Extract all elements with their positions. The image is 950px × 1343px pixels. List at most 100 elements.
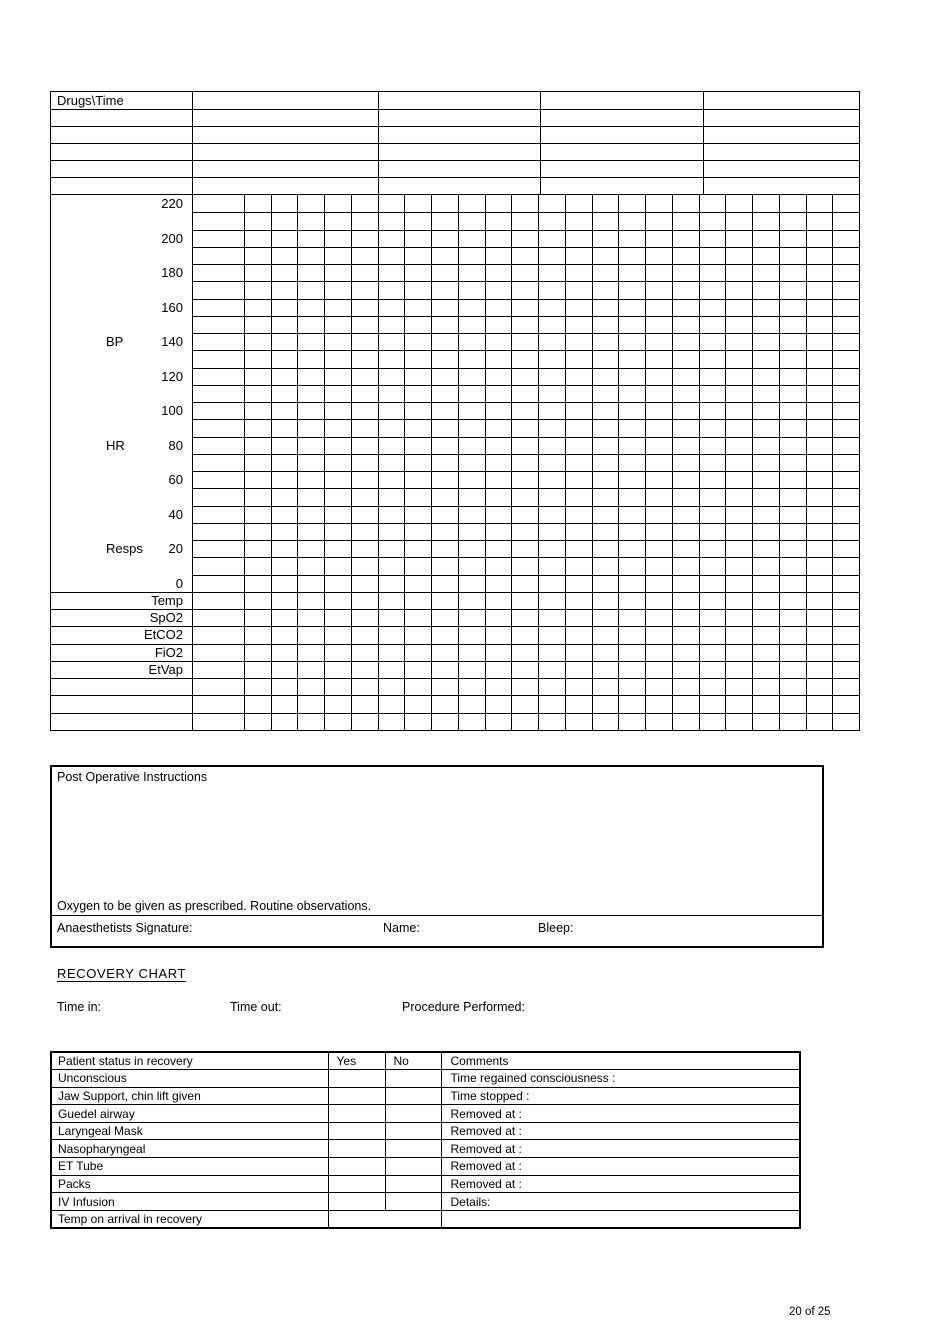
chart-grid-cell — [484, 591, 512, 610]
chart-grid-cell — [404, 695, 432, 713]
chart-grid-cell — [752, 384, 779, 403]
chart-grid-cell — [193, 402, 244, 419]
chart-grid-cell — [244, 246, 271, 265]
chart-grid-cell — [270, 471, 298, 489]
chart-grid-cell — [350, 522, 378, 541]
chart-grid-cell — [591, 350, 619, 368]
chart-grid-cell — [832, 626, 859, 644]
chart-grid-cell — [484, 609, 512, 627]
drugs-table-cell — [540, 160, 703, 177]
chart-grid-cell — [752, 505, 779, 523]
chart-grid-cell — [457, 574, 485, 592]
chart-grid-cell — [752, 626, 779, 644]
chart-grid-cell — [244, 505, 271, 523]
chart-grid-cell — [431, 643, 458, 661]
chart-grid-cell — [752, 229, 779, 247]
recovery-no-cell — [384, 1086, 442, 1106]
chart-grid-cell — [431, 557, 458, 575]
chart-grid-cell — [591, 695, 619, 713]
y-axis-label: 180 — [161, 265, 183, 281]
chart-grid-cell — [618, 695, 646, 713]
chart-grid-cell — [564, 229, 592, 247]
chart-grid-cell — [698, 712, 726, 730]
chart-grid-cell — [511, 350, 539, 368]
y-axis-label: 100 — [161, 403, 183, 419]
chart-grid-cell — [591, 281, 619, 299]
chart-grid-cell — [805, 229, 833, 247]
chart-grid-cell — [645, 195, 672, 213]
chart-grid-cell — [618, 419, 646, 437]
chart-grid-cell — [805, 574, 833, 592]
chart-grid-cell — [404, 574, 432, 592]
chart-grid-cell — [324, 609, 351, 627]
chart-grid-cell — [457, 522, 485, 541]
chart-grid-cell — [324, 574, 351, 592]
drugs-table-cell — [192, 109, 378, 126]
chart-grid — [192, 195, 859, 730]
chart-grid-cell — [645, 453, 672, 472]
chart-grid-cell — [752, 609, 779, 627]
chart-grid-cell — [297, 522, 325, 541]
recovery-status-cell: Packs — [50, 1174, 329, 1194]
chart-grid-cell — [805, 660, 833, 679]
chart-grid-cell — [564, 626, 592, 644]
chart-grid-cell — [564, 419, 592, 437]
chart-grid-cell — [564, 540, 592, 558]
chart-grid-cell — [752, 333, 779, 351]
chart-grid-cell — [270, 264, 298, 282]
chart-grid-cell — [457, 281, 485, 299]
chart-grid-cell — [832, 212, 859, 230]
chart-grid-cell — [484, 678, 512, 696]
chart-grid-cell — [484, 264, 512, 282]
chart-grid-cell — [805, 557, 833, 575]
chart-grid-cell — [778, 626, 806, 644]
chart-grid-cell — [671, 488, 699, 506]
recovery-comment-cell — [440, 1209, 801, 1229]
chart-grid-cell — [671, 453, 699, 472]
chart-grid-cell — [805, 195, 833, 213]
chart-grid-cell — [752, 367, 779, 385]
chart-grid-cell — [805, 367, 833, 385]
drugs-table-cell — [703, 126, 859, 143]
chart-grid-cell — [193, 315, 244, 333]
chart-grid-cell — [484, 436, 512, 454]
chart-grid-cell — [752, 315, 779, 334]
chart-grid-cell — [193, 488, 244, 505]
chart-grid-cell — [324, 540, 351, 558]
drugs-table-cell — [51, 126, 192, 143]
chart-grid-cell — [377, 384, 405, 403]
chart-grid-cell — [297, 264, 325, 282]
drugs-table-cell — [703, 143, 859, 160]
chart-grid-cell — [645, 522, 672, 541]
chart-grid-cell — [431, 660, 458, 679]
chart-grid-cell — [591, 367, 619, 385]
recovery-status-cell: Nasopharyngeal — [50, 1139, 329, 1159]
chart-grid-cell — [698, 505, 726, 523]
chart-grid-cell — [698, 315, 726, 334]
chart-grid-cell — [832, 591, 859, 610]
chart-grid-cell — [725, 678, 753, 696]
chart-grid-cell — [377, 350, 405, 368]
chart-grid-cell — [538, 695, 565, 713]
chart-grid-cell — [564, 246, 592, 265]
chart-grid-cell — [324, 557, 351, 575]
recovery-no-cell — [384, 1069, 442, 1088]
chart-grid-cell — [457, 591, 485, 610]
chart-grid-cell — [618, 505, 646, 523]
chart-grid-cell — [752, 574, 779, 592]
chart-grid-cell — [244, 384, 271, 403]
chart-grid-cell — [404, 246, 432, 265]
chart-grid-cell — [591, 591, 619, 610]
chart-grid-cell — [645, 281, 672, 299]
chart-grid-cell — [457, 695, 485, 713]
chart-grid-cell — [377, 281, 405, 299]
recovery-yes-cell — [327, 1121, 386, 1141]
chart-grid-cell — [324, 643, 351, 661]
bottom-row-label — [51, 678, 192, 695]
chart-grid-cell — [484, 660, 512, 679]
y-axis-label: 120 — [161, 368, 183, 384]
chart-grid-cell — [618, 229, 646, 247]
recovery-comment-cell: Removed at : — [440, 1104, 801, 1123]
recovery-no-cell — [384, 1104, 442, 1123]
chart-grid-cell — [778, 540, 806, 558]
